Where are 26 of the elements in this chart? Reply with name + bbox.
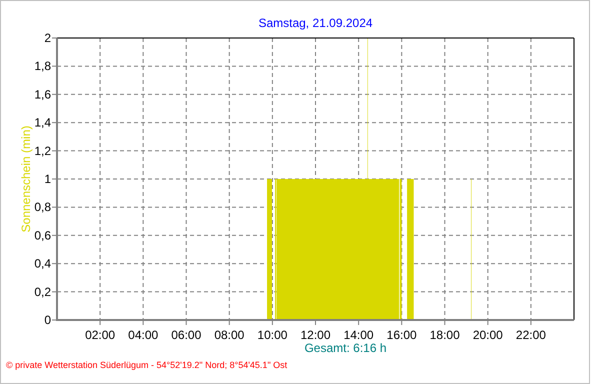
text: © private Wetterstation Süderlügum - 54°52'19.2" Nord; 8°54'45.1" Ost <box>6 360 288 370</box>
y-tick-label: 1,2 <box>34 144 52 158</box>
y-tick-label: 0,2 <box>34 284 52 299</box>
chart-title: Samstag, 21.09.2024 <box>258 16 373 30</box>
x-tick-label: 04:00 <box>128 328 159 342</box>
x-tick-label: 02:00 <box>85 328 116 342</box>
text: Gesamt: 6:16 h <box>304 341 387 355</box>
y-tick-label: 0,6 <box>34 228 52 242</box>
x-tick-label: 18:00 <box>430 328 460 342</box>
y-tick-label: 1,8 <box>34 59 52 74</box>
x-tick-label: 12:00 <box>300 328 331 342</box>
y-tick-label: 1 <box>44 172 52 186</box>
y-tick-label: 2 <box>44 31 52 45</box>
x-tick-label: 20:00 <box>472 328 504 342</box>
x-tick-label: 22:00 <box>516 328 546 342</box>
y-tick-label: 0,8 <box>34 200 52 214</box>
y-tick-label: 0,4 <box>34 256 52 271</box>
y-axis-title: Sonnenschein (min) <box>19 126 33 232</box>
x-tick-label: 14:00 <box>344 328 374 342</box>
y-tick-label: 0 <box>44 313 52 327</box>
x-tick-label: 08:00 <box>214 328 245 342</box>
y-tick-label: 1,6 <box>34 87 52 102</box>
y-tick-label: 1,4 <box>34 116 52 130</box>
x-tick-label: 06:00 <box>171 328 202 342</box>
x-tick-label: 10:00 <box>257 328 288 342</box>
x-tick-label: 16:00 <box>386 328 418 342</box>
